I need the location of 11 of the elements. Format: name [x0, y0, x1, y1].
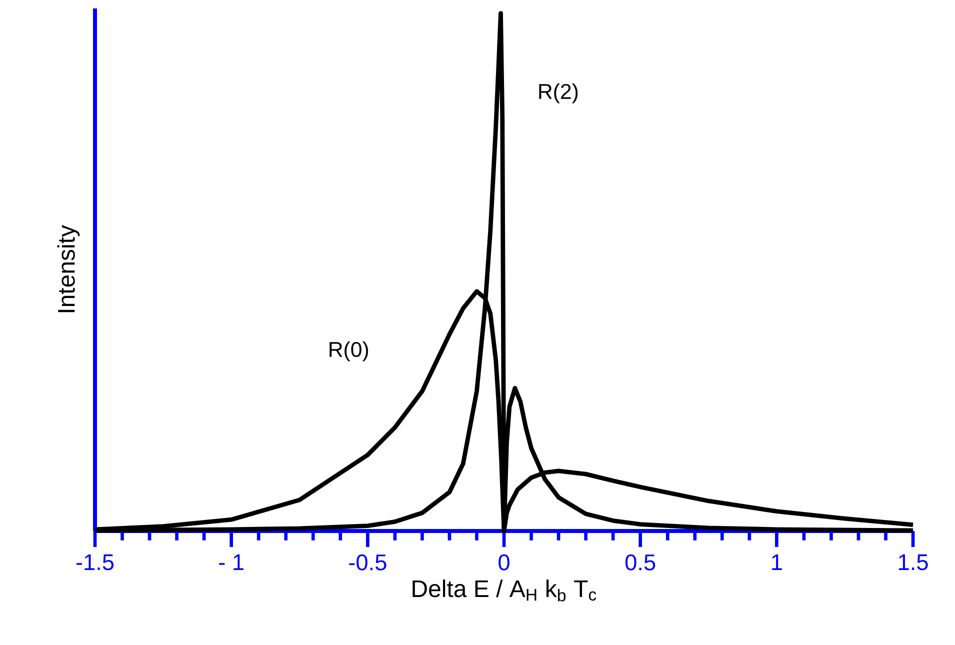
y-axis-title: Intensity [57, 225, 80, 312]
series-label: R(2) [539, 83, 578, 104]
x-tick-label: 1.5 [898, 554, 928, 570]
x-tick-label: 0 [498, 554, 510, 570]
x-tick-label: 0.5 [625, 554, 656, 570]
x-tick-label: -1.5 [76, 554, 114, 570]
x-axis-title: Delta E / A$_{H}$ k$_{b}$ T$_{c}$ [412, 580, 596, 602]
x-tick-label: -0.5 [349, 554, 386, 570]
text: R(0) [330, 341, 368, 362]
x-tick-label: - 1 [219, 554, 244, 570]
x-tick-label: 1 [772, 554, 782, 570]
